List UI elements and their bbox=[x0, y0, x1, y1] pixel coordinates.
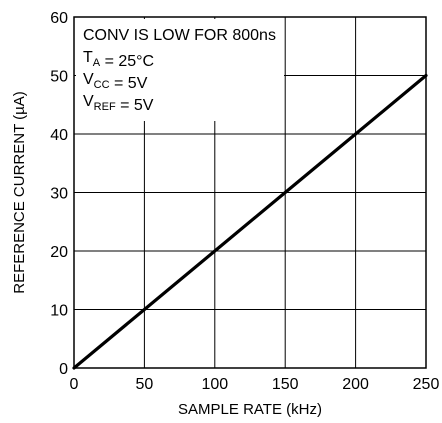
x-tick-label: 150 bbox=[272, 376, 299, 393]
y-tick-label: 60 bbox=[50, 10, 68, 27]
annotation-subscript: CC bbox=[94, 79, 110, 91]
x-tick-labels: 0 50 100 150 200 250 bbox=[70, 376, 440, 393]
plot-frame bbox=[73, 16, 427, 369]
x-tick-label: 200 bbox=[342, 376, 369, 393]
annotation-line: CONV IS LOW FOR 800ns bbox=[83, 27, 276, 44]
series-line bbox=[72, 73, 428, 370]
x-tick-label: 100 bbox=[201, 376, 228, 393]
annotation-span: = 5V bbox=[110, 75, 148, 92]
annotation-span: CONV IS LOW FOR 800ns bbox=[83, 27, 276, 44]
y-axis-label: REFERENCE CURRENT (µA) bbox=[11, 91, 28, 294]
y-tick-label: 50 bbox=[50, 69, 68, 86]
y-tick-label: 10 bbox=[50, 303, 68, 320]
annotation-line: VCC = 5V bbox=[83, 71, 148, 92]
annotation-box bbox=[76, 19, 284, 121]
series-layer bbox=[72, 73, 428, 370]
annotation-span: = 5V bbox=[116, 97, 154, 114]
y-tick-label: 0 bbox=[59, 361, 68, 378]
y-tick-labels: 0 10 20 30 40 50 60 bbox=[50, 10, 68, 378]
annotation-line: VREF = 5V bbox=[83, 93, 154, 114]
x-tick-label: 50 bbox=[136, 376, 154, 393]
x-tick-label: 0 bbox=[70, 376, 79, 393]
annotation-subscript: REF bbox=[94, 101, 116, 113]
annotation-span: V bbox=[83, 93, 94, 110]
y-tick-label: 20 bbox=[50, 244, 68, 261]
annotation-line: TA = 25°C bbox=[83, 49, 154, 70]
y-tick-label: 30 bbox=[50, 186, 68, 203]
annotation-subscript: A bbox=[93, 57, 101, 69]
x-axis-label: SAMPLE RATE (kHz) bbox=[178, 401, 322, 418]
annotation-span: V bbox=[83, 71, 94, 88]
y-tick-label: 40 bbox=[50, 127, 68, 144]
x-tick-label: 250 bbox=[413, 376, 440, 393]
annotation-span: = 25°C bbox=[100, 53, 154, 70]
annotation-span: T bbox=[83, 49, 93, 66]
